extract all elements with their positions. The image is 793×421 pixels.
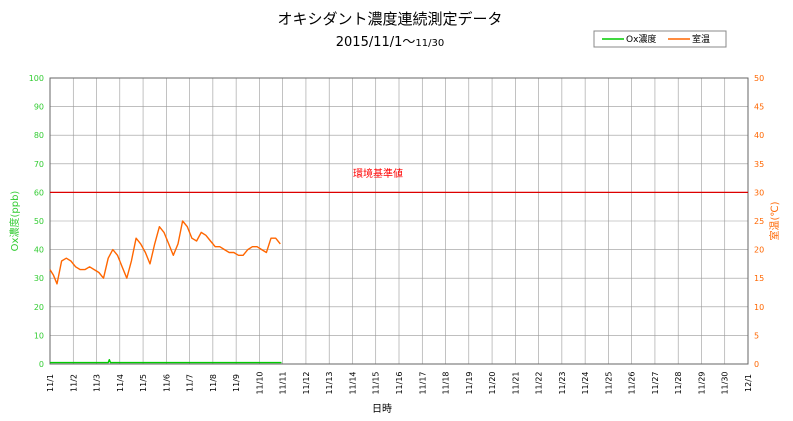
plot-frame <box>49 77 749 365</box>
series-layer <box>49 191 748 364</box>
y-tick-left: 90 <box>34 103 44 112</box>
x-tick-label: 11/12 <box>302 371 311 394</box>
x-tick-label: 11/19 <box>465 371 474 394</box>
chart-subtitle: 2015/11/1～11/30 <box>336 35 445 50</box>
x-tick-label: 11/9 <box>232 374 241 392</box>
y-tick-right: 5 <box>754 331 759 340</box>
y-axis-right-label: 室温(℃) <box>768 201 781 240</box>
y-tick-right: 25 <box>754 217 764 226</box>
x-tick-label: 11/4 <box>116 374 125 392</box>
x-tick-label: 11/30 <box>721 371 730 394</box>
series-line-ox <box>50 359 282 364</box>
subtitle-end: 11/30 <box>415 38 444 49</box>
x-tick-label: 11/2 <box>69 374 78 392</box>
x-axis-label: 日時 <box>372 403 392 415</box>
tick-layer: 0 0 10 5 20 10 30 15 40 20 50 25 60 30 70 35 80 40 90 45 100… <box>29 74 764 395</box>
x-tick-label: 11/26 <box>628 371 637 394</box>
chart-title: オキシダント濃度連続測定データ <box>277 10 502 28</box>
x-tick-label: 11/24 <box>581 371 590 394</box>
x-tick-label: 12/1 <box>744 374 753 392</box>
x-tick-label: 11/23 <box>558 371 567 394</box>
y-tick-right: 35 <box>754 160 764 169</box>
x-tick-label: 11/14 <box>348 371 357 394</box>
y-tick-left: 40 <box>34 246 44 255</box>
y-axis-left-label: Ox濃度(ppb) <box>8 191 21 252</box>
x-tick-label: 11/25 <box>604 371 613 394</box>
x-tick-label: 11/22 <box>535 371 544 394</box>
legend-label-ox: Ox濃度 <box>626 33 656 45</box>
x-tick-label: 11/10 <box>255 371 264 394</box>
legend-box <box>593 30 727 48</box>
x-tick-label: 11/6 <box>162 374 171 392</box>
y-tick-left: 80 <box>34 131 44 140</box>
y-tick-left: 10 <box>34 331 44 340</box>
subtitle-main: 2015/11/1～ <box>336 35 416 50</box>
x-tick-label: 11/1 <box>46 374 55 392</box>
x-tick-label: 11/29 <box>697 371 706 394</box>
x-tick-label: 11/8 <box>209 374 218 392</box>
x-tick-label: 11/15 <box>372 371 381 394</box>
x-tick-label: 11/16 <box>395 371 404 394</box>
reference-line-label: 環境基準値 <box>353 167 403 180</box>
y-tick-left: 100 <box>29 74 44 83</box>
x-tick-label: 11/20 <box>488 371 497 394</box>
y-tick-right: 40 <box>754 131 764 140</box>
x-tick-label: 11/3 <box>93 374 102 392</box>
y-tick-right: 50 <box>754 74 764 83</box>
y-tick-left: 70 <box>34 160 44 169</box>
x-tick-label: 11/18 <box>442 371 451 394</box>
y-tick-left: 50 <box>34 217 44 226</box>
y-tick-right: 10 <box>754 303 764 312</box>
y-tick-right: 45 <box>754 103 764 112</box>
y-tick-left: 30 <box>34 274 44 283</box>
legend: Ox濃度 室温 <box>593 30 727 48</box>
x-tick-label: 11/13 <box>325 371 334 394</box>
y-tick-right: 30 <box>754 188 764 197</box>
y-tick-right: 20 <box>754 246 764 255</box>
grid-layer <box>49 77 749 365</box>
x-tick-label: 11/17 <box>418 371 427 394</box>
x-tick-label: 11/11 <box>279 371 288 394</box>
x-tick-label: 11/7 <box>186 374 195 392</box>
y-tick-left: 60 <box>34 188 44 197</box>
y-tick-right: 15 <box>754 274 764 283</box>
y-tick-left: 20 <box>34 303 44 312</box>
x-tick-label: 11/5 <box>139 374 148 392</box>
x-tick-label: 11/28 <box>674 371 683 394</box>
legend-label-temp: 室温 <box>692 33 710 45</box>
x-tick-label: 11/21 <box>511 371 520 394</box>
series-line-temp <box>49 220 281 285</box>
y-tick-left: 0 <box>39 360 44 369</box>
y-tick-right: 0 <box>754 360 759 369</box>
x-tick-label: 11/27 <box>651 371 660 394</box>
